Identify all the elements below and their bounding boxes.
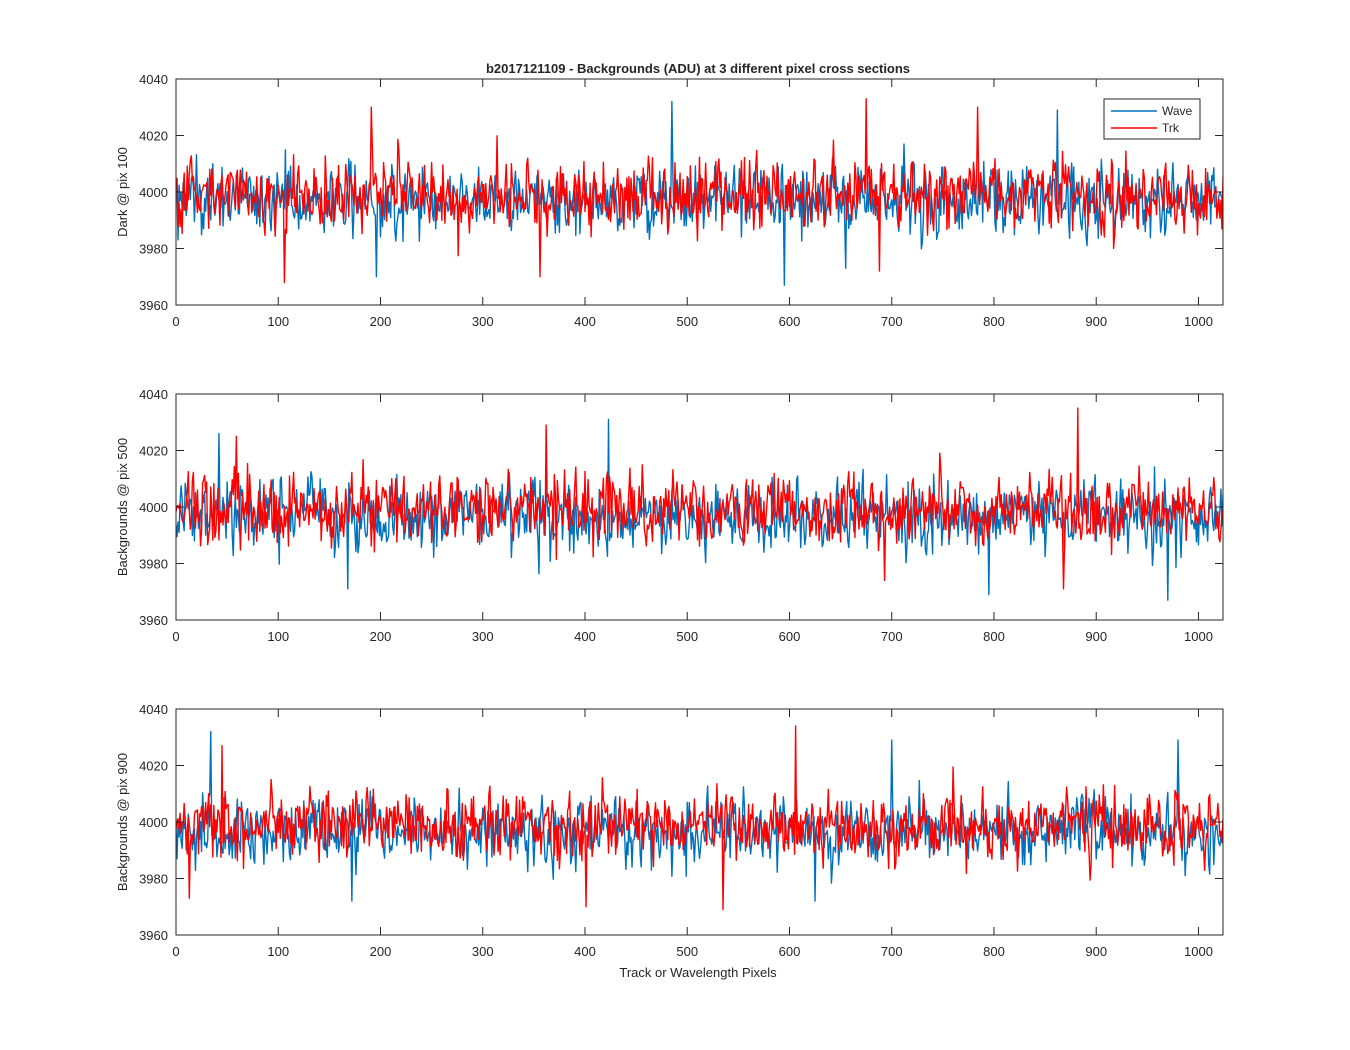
x-tick-label: 400 xyxy=(574,314,596,329)
series-line-wave xyxy=(176,418,1223,601)
subplots: 0 100 200 300 400 500 600 700 800 900 100039603980… xyxy=(115,72,1224,959)
plot-area xyxy=(176,709,1223,935)
y-tick-label: 4000 xyxy=(139,185,168,200)
x-tick-label: 200 xyxy=(370,314,392,329)
x-tick-label: 100 xyxy=(267,629,289,644)
x-tick-label: 300 xyxy=(472,629,494,644)
y-axis-label: Dark @ pix 100 xyxy=(115,147,130,237)
y-tick-label: 3960 xyxy=(139,928,168,943)
legend: Wave Trk xyxy=(1103,98,1201,140)
x-tick-label: 700 xyxy=(881,314,903,329)
x-tick-label: 100 xyxy=(267,944,289,959)
x-tick-label: 700 xyxy=(881,944,903,959)
x-tick-label: 500 xyxy=(676,314,698,329)
x-tick-label: 1000 xyxy=(1184,314,1213,329)
x-tick-label: 800 xyxy=(983,944,1005,959)
x-tick-label: 0 xyxy=(172,629,179,644)
y-tick-label: 4020 xyxy=(139,759,168,774)
subplot-3: 0 100 200 300 400 500 600 700 800 900 1000 3960 3980… xyxy=(115,702,1224,959)
y-tick-label: 4000 xyxy=(139,500,168,515)
x-tick-label: 400 xyxy=(574,629,596,644)
x-tick-label: 900 xyxy=(1085,629,1107,644)
series-line-trk xyxy=(176,98,1223,284)
y-tick-label: 3980 xyxy=(139,557,168,572)
x-tick-label: 900 xyxy=(1085,944,1107,959)
y-tick-label: 4040 xyxy=(139,72,168,87)
y-tick-label: 3960 xyxy=(139,298,168,313)
x-tick-label: 600 xyxy=(779,314,801,329)
y-tick-label: 3980 xyxy=(139,242,168,257)
subplot-2: 0 100 200 300 400 500 600 700 800 900 1000 3960 3980… xyxy=(115,387,1224,644)
x-tick-label: 800 xyxy=(983,629,1005,644)
x-tick-label: 400 xyxy=(574,944,596,959)
x-tick-label: 500 xyxy=(676,944,698,959)
x-tick-label: 1000 xyxy=(1184,944,1213,959)
series-line-trk xyxy=(176,407,1223,590)
y-axis-label: Backgrounds @ pix 500 xyxy=(115,438,130,576)
chart-title: b2017121109 - Backgrounds (ADU) at 3 dif… xyxy=(486,61,910,76)
x-tick-label: 0 xyxy=(172,944,179,959)
y-tick-label: 4020 xyxy=(139,444,168,459)
x-tick-label: 500 xyxy=(676,629,698,644)
x-tick-label: 300 xyxy=(472,314,494,329)
subplot-1: 0 100 200 300 400 500 600 700 800 900 1000 3960 3980… xyxy=(115,72,1224,329)
x-tick-label: 1000 xyxy=(1184,629,1213,644)
y-axis-label: Backgrounds @ pix 900 xyxy=(115,753,130,891)
legend-box xyxy=(1103,98,1201,140)
x-tick-label: 200 xyxy=(370,629,392,644)
x-tick-label: 600 xyxy=(779,629,801,644)
x-tick-label: 200 xyxy=(370,944,392,959)
y-tick-label: 3980 xyxy=(139,872,168,887)
x-tick-label: 700 xyxy=(881,629,903,644)
y-tick-label: 3960 xyxy=(139,613,168,628)
y-tick-label: 4040 xyxy=(139,387,168,402)
x-tick-label: 100 xyxy=(267,314,289,329)
y-tick-label: 4000 xyxy=(139,815,168,830)
legend-label-wave: Wave xyxy=(1162,104,1193,118)
legend-label-trk: Trk xyxy=(1162,121,1180,135)
series-line-trk xyxy=(176,725,1223,911)
x-tick-label: 900 xyxy=(1085,314,1107,329)
y-tick-label: 4040 xyxy=(139,702,168,717)
x-tick-label: 800 xyxy=(983,314,1005,329)
y-tick-label: 4020 xyxy=(139,129,168,144)
x-tick-label: 600 xyxy=(779,944,801,959)
x-tick-label: 0 xyxy=(172,314,179,329)
x-axis-label: Track or Wavelength Pixels xyxy=(619,965,777,980)
x-tick-label: 300 xyxy=(472,944,494,959)
